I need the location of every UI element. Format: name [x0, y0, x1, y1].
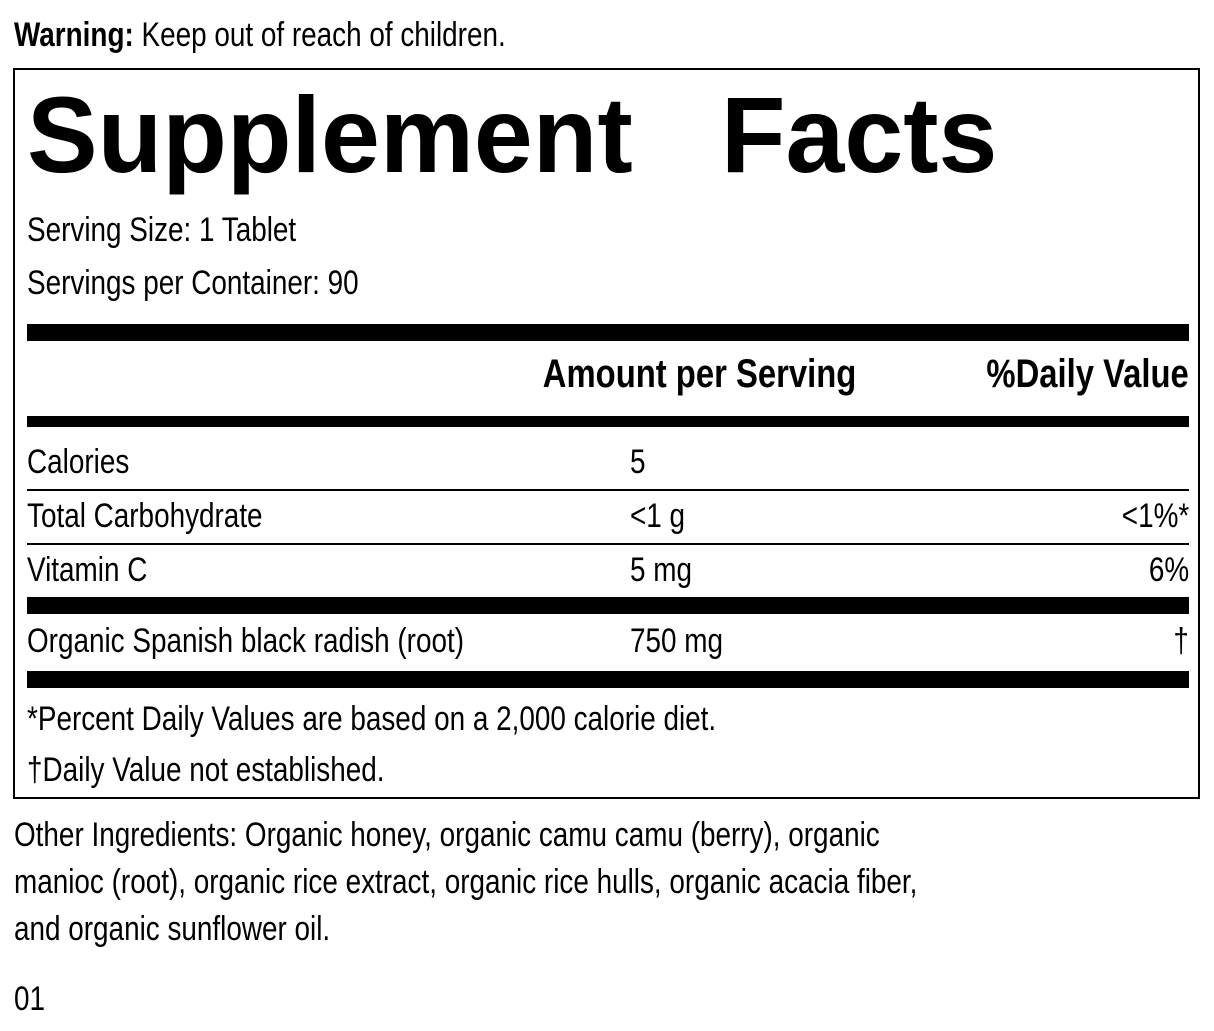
servings-per-container: Servings per Container: 90 [27, 264, 359, 302]
divider [27, 597, 1189, 614]
warning: Warning: Keep out of reach of children. [14, 16, 506, 54]
other-ingredients-line: manioc (root), organic rice extract, org… [14, 863, 918, 901]
footnote: †Daily Value not established. [27, 751, 385, 789]
divider [27, 324, 1189, 341]
row-amount: <1 g [630, 497, 686, 535]
divider [27, 416, 1189, 427]
divider [27, 671, 1189, 688]
footnote: *Percent Daily Values are based on a 2,0… [27, 700, 717, 738]
row-name: Organic Spanish black radish (root) [27, 622, 464, 660]
other-ingredients-line: Other Ingredients: Organic honey, organi… [14, 816, 880, 854]
header-daily-value: %Daily Value [986, 352, 1189, 396]
row-name: Calories [27, 443, 130, 481]
other-ingredients-line: and organic sunflower oil. [14, 910, 331, 948]
row-daily-value: † [1173, 622, 1189, 660]
row-amount: 5 [630, 443, 646, 481]
row-daily-value: <1%* [1121, 497, 1189, 535]
row-divider [27, 543, 1189, 545]
supplement-facts-panel [13, 68, 1200, 799]
row-name: Vitamin C [27, 551, 148, 589]
serving-size: Serving Size: 1 Tablet [27, 211, 297, 249]
row-name: Total Carbohydrate [27, 497, 263, 535]
row-amount: 750 mg [630, 622, 723, 660]
header-amount: Amount per Serving [542, 352, 856, 396]
code: 01 [14, 980, 46, 1018]
row-daily-value: 6% [1148, 551, 1189, 589]
row-divider [27, 489, 1189, 491]
row-amount: 5 mg [630, 551, 692, 589]
panel-title: Supplement Facts [27, 74, 998, 195]
